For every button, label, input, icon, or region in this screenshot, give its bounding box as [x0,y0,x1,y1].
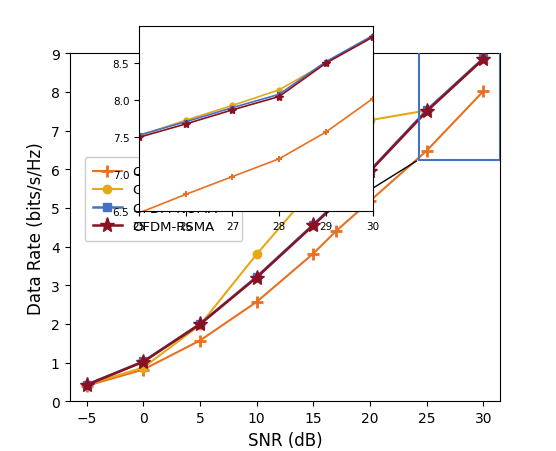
OFDMA [310,251,316,257]
OFDM-OneUser [140,365,147,371]
OFDM-NOMA [83,382,90,387]
Bar [419,51,500,160]
OFDMA [140,367,147,373]
OFDM-NOMA [480,56,486,62]
OFDM-RSMA [480,57,486,63]
OFDM-RSMA [140,359,147,365]
OFDM-OneUser [332,167,339,173]
Line: OFDM-OneUser: OFDM-OneUser [82,55,488,389]
Y-axis label: Data Rate (bits/s/Hz): Data Rate (bits/s/Hz) [27,142,46,314]
OFDM-RSMA [366,169,373,175]
Line: OFDMA: OFDMA [81,87,489,391]
OFDM-OneUser [197,322,203,328]
OFDM-NOMA [423,108,430,114]
OFDM-NOMA [366,168,373,174]
OFDMA [366,199,373,204]
Line: OFDM-RSMA: OFDM-RSMA [79,52,491,393]
OFDMA [423,149,430,154]
OFDM-NOMA [197,322,203,327]
OFDMA [332,229,339,235]
OFDMA [254,299,260,305]
OFDM-RSMA [197,322,203,327]
Legend: OFDMA, OFDM-OneUser, OFDM-NOMA, OFDM-RSMA: OFDMA, OFDM-OneUser, OFDM-NOMA, OFDM-RSM… [85,158,242,241]
X-axis label: SNR (dB): SNR (dB) [247,431,322,449]
OFDM-OneUser [480,56,486,62]
OFDMA [197,338,203,344]
OFDM-NOMA [140,359,147,364]
OFDM-OneUser [83,382,90,387]
OFDM-OneUser [366,118,373,124]
OFDM-RSMA [310,223,316,229]
OFDM-RSMA [423,109,430,115]
OFDM-OneUser [310,186,316,192]
OFDM-RSMA [254,275,260,281]
OFDM-RSMA [83,382,90,388]
OFDM-OneUser [254,252,260,258]
OFDM-NOMA [332,201,339,206]
OFDM-OneUser [423,109,430,114]
OFDMA [83,383,90,389]
OFDM-NOMA [310,222,316,228]
OFDM-RSMA [332,202,339,207]
OFDM-NOMA [254,275,260,280]
OFDMA [480,89,486,95]
Line: OFDM-NOMA: OFDM-NOMA [82,55,488,389]
